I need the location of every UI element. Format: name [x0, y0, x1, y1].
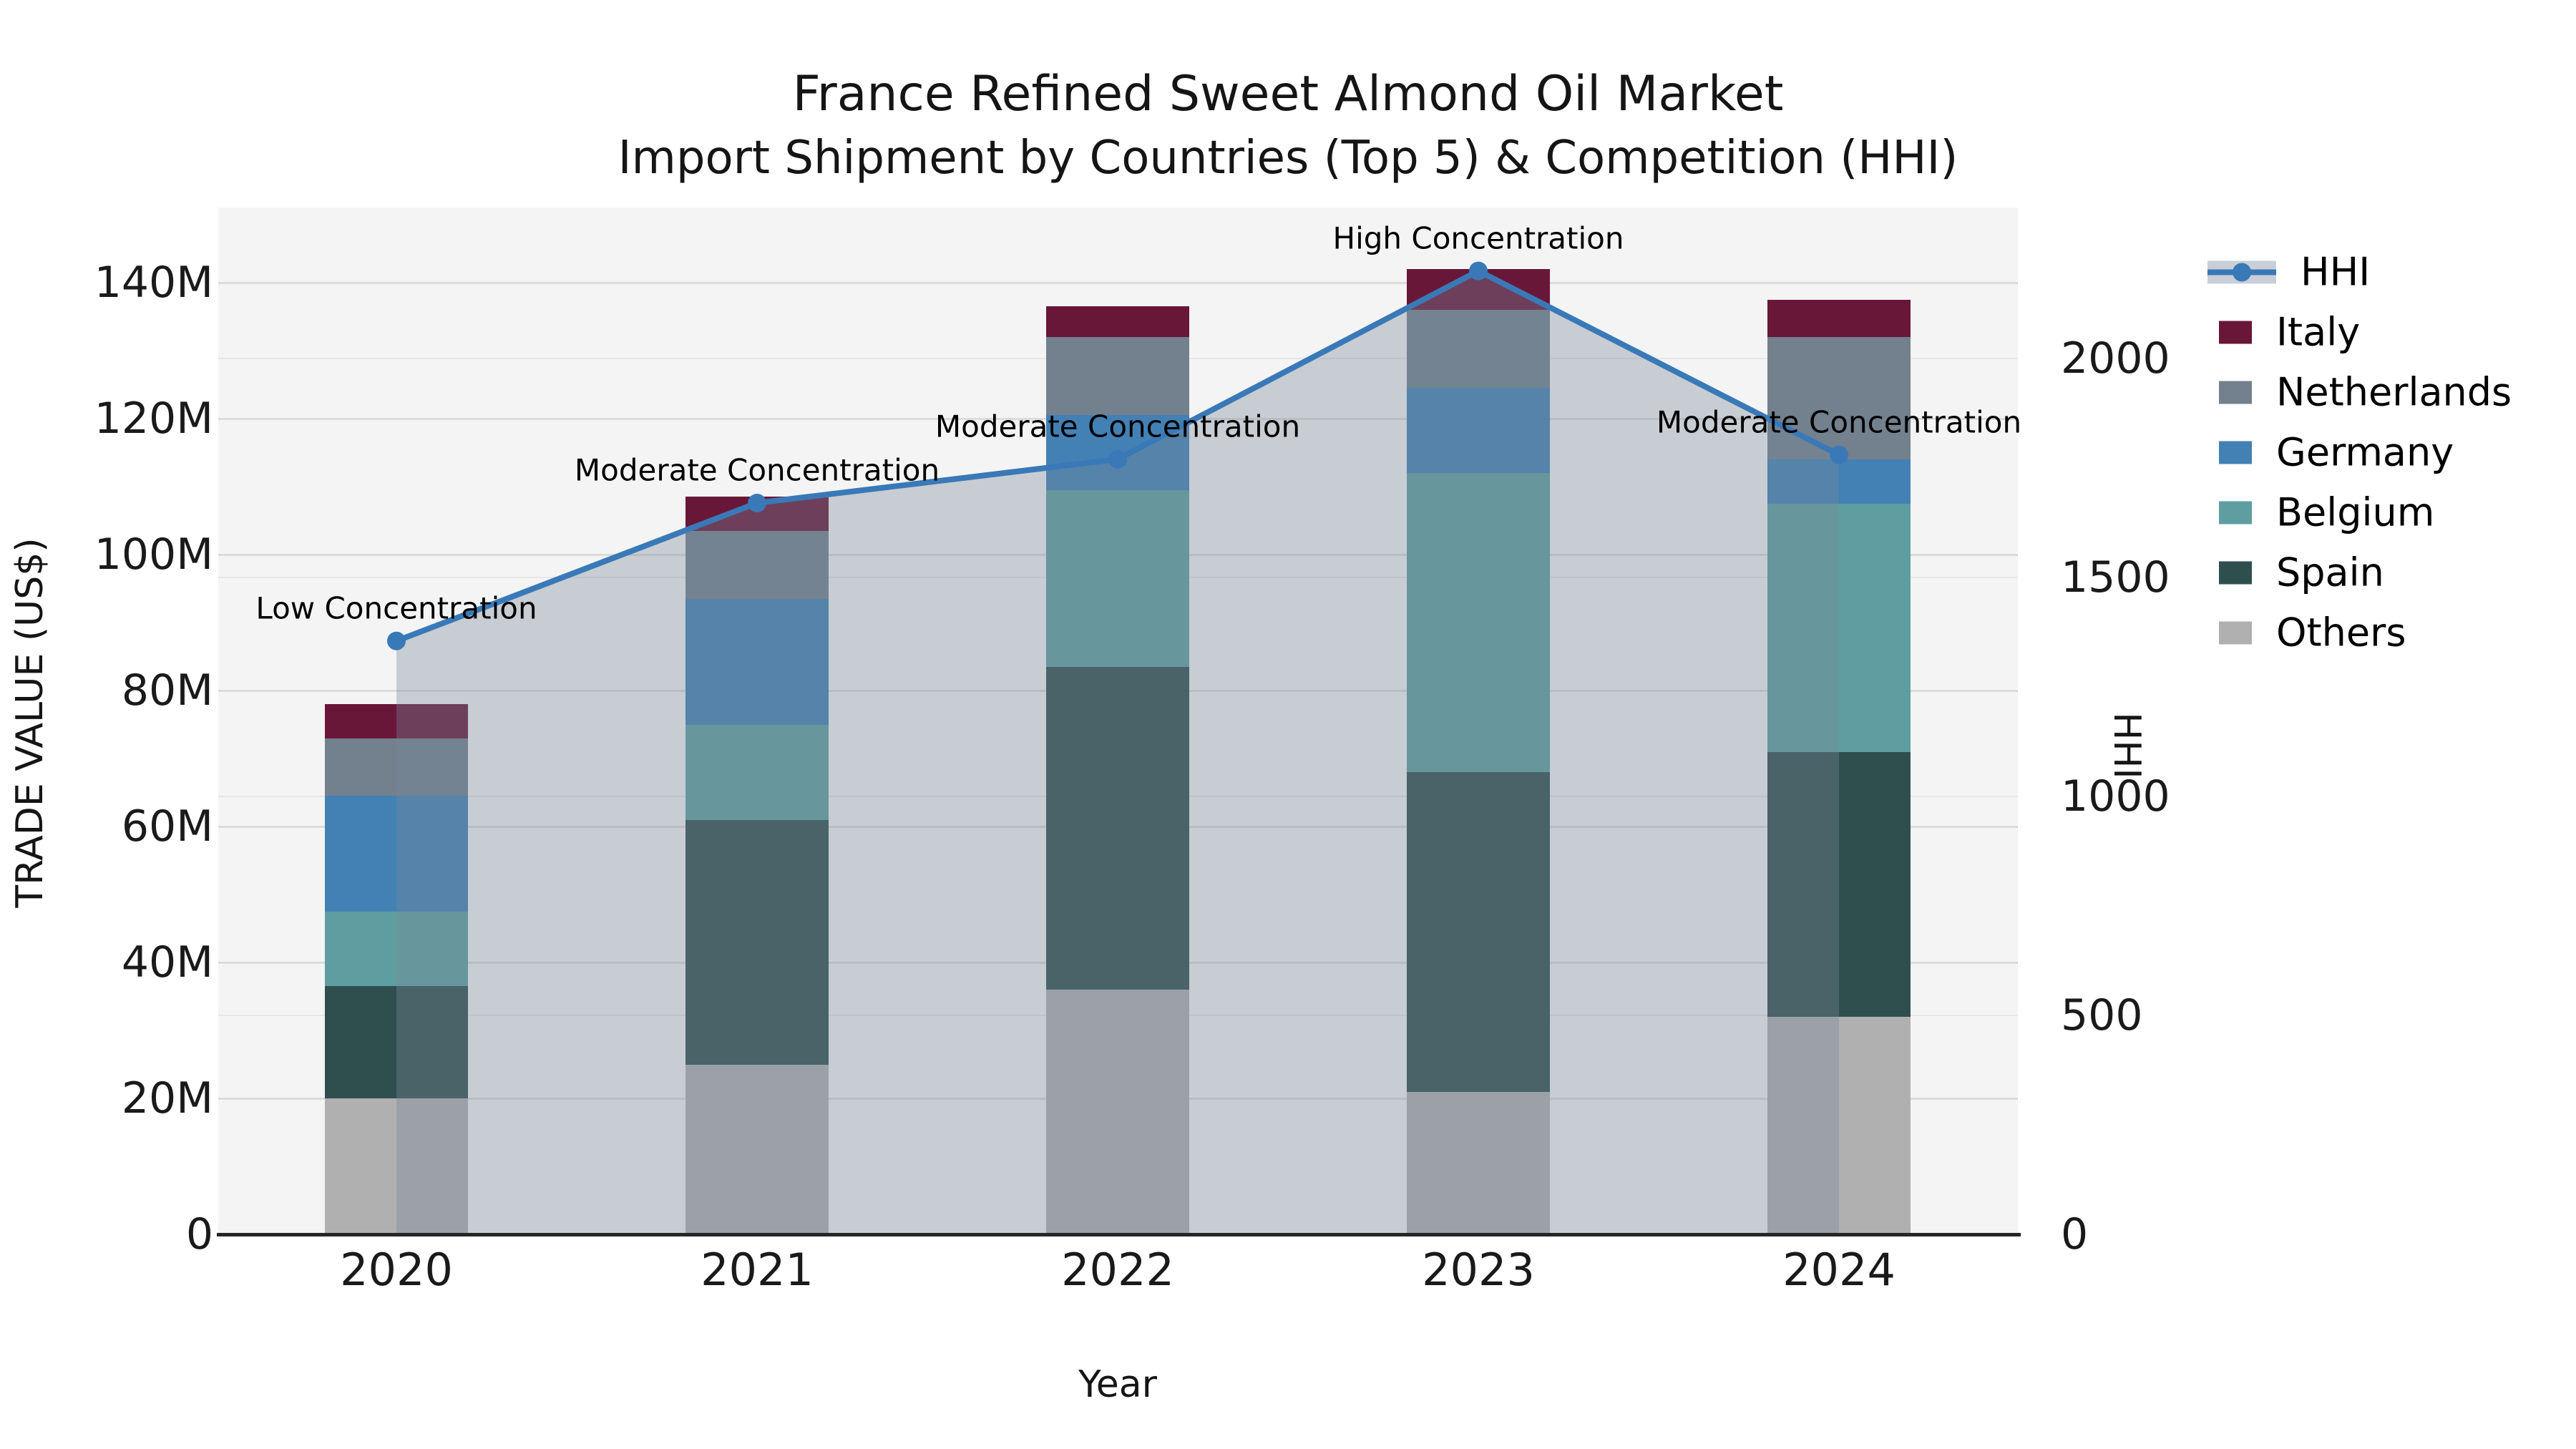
x-tick-2022: 2022 — [1061, 1244, 1174, 1296]
x-tick-2021: 2021 — [701, 1244, 814, 1296]
bar-2023-italy — [1407, 269, 1550, 310]
bar-2022-spain — [1046, 666, 1189, 990]
y-axis-left-title: TRADE VALUE (US$) — [9, 537, 52, 908]
bar-2020-germany — [325, 796, 468, 912]
annotation-2021: Moderate Concentration — [574, 452, 940, 488]
annotation-2022: Moderate Concentration — [935, 409, 1301, 444]
bar-2024-others — [1767, 1017, 1911, 1234]
legend-item-spain: Spain — [2207, 550, 2384, 595]
chart-title-line2: Import Shipment by Countries (Top 5) & C… — [618, 132, 1958, 185]
y-left-tick-100M: 100M — [94, 530, 213, 580]
y-left-tick-40M: 40M — [121, 937, 213, 987]
x-tick-2023: 2023 — [1422, 1244, 1535, 1296]
annotation-2020: Low Concentration — [255, 590, 537, 626]
bar-2020-spain — [325, 986, 468, 1098]
x-axis-line — [217, 1233, 2021, 1236]
y-left-tick-20M: 20M — [121, 1073, 213, 1123]
bar-2020-others — [325, 1098, 468, 1234]
y-right-tick-0: 0 — [2061, 1209, 2089, 1259]
y-left-tick-0: 0 — [185, 1209, 213, 1259]
bar-2024-germany — [1767, 459, 1911, 504]
y-left-tick-60M: 60M — [121, 801, 213, 852]
legend-item-belgium: Belgium — [2207, 490, 2434, 535]
bar-2023-spain — [1407, 772, 1550, 1092]
bar-2022-belgium — [1046, 489, 1189, 667]
bar-2021-netherlands — [686, 530, 829, 599]
bar-2021-spain — [686, 819, 829, 1065]
others-swatch-icon — [2219, 621, 2252, 644]
y-right-tick-2000: 2000 — [2061, 333, 2170, 384]
spain-swatch-icon — [2219, 561, 2252, 584]
y-right-tick-500: 500 — [2061, 990, 2143, 1040]
y-left-tick-120M: 120M — [94, 394, 213, 444]
y-left-tick-140M: 140M — [94, 258, 213, 308]
y-axis-right-title: HHI — [2105, 712, 2148, 779]
bar-2021-germany — [686, 598, 829, 725]
bar-2020-netherlands — [325, 738, 468, 796]
belgium-swatch-icon — [2219, 501, 2252, 524]
legend-item-italy: Italy — [2207, 310, 2360, 355]
legend-label: Others — [2276, 610, 2406, 655]
bar-2022-netherlands — [1046, 337, 1189, 416]
legend-label: Netherlands — [2276, 369, 2512, 415]
x-tick-2020: 2020 — [340, 1244, 453, 1296]
x-axis-title: Year — [1078, 1363, 1158, 1406]
y-right-tick-1000: 1000 — [2061, 771, 2170, 821]
bar-2020-belgium — [325, 911, 468, 987]
legend-label: Spain — [2276, 550, 2384, 595]
legend-label: HHI — [2301, 249, 2371, 295]
hhi-line-swatch-icon — [2207, 260, 2276, 283]
bar-2024-spain — [1767, 751, 1911, 1017]
annotation-2023: High Concentration — [1332, 220, 1624, 256]
netherlands-swatch-icon — [2219, 381, 2252, 404]
legend-item-others: Others — [2207, 610, 2406, 655]
gridline-140M — [218, 281, 2018, 284]
bar-2020-italy — [325, 704, 468, 738]
legend-label: Germany — [2276, 429, 2454, 475]
bar-2022-italy — [1046, 306, 1189, 337]
bar-2021-belgium — [686, 724, 829, 820]
y-left-tick-80M: 80M — [121, 665, 213, 716]
legend-item-netherlands: Netherlands — [2207, 370, 2512, 415]
bar-2023-others — [1407, 1091, 1550, 1234]
x-tick-2024: 2024 — [1782, 1244, 1896, 1296]
legend-item-germany: Germany — [2207, 430, 2454, 475]
germany-swatch-icon — [2219, 441, 2252, 464]
bar-2023-belgium — [1407, 473, 1550, 772]
legend-label: Italy — [2276, 309, 2361, 355]
bar-2024-italy — [1767, 299, 1911, 337]
bar-2024-belgium — [1767, 503, 1911, 752]
legend-item-hhi: HHI — [2207, 250, 2370, 295]
bar-2023-netherlands — [1407, 310, 1550, 389]
annotation-2024: Moderate Concentration — [1656, 404, 2022, 440]
legend-label: Belgium — [2276, 489, 2435, 535]
bar-2022-others — [1046, 990, 1189, 1234]
chart-title-line1: France Refined Sweet Almond Oil Market — [792, 66, 1784, 122]
bar-2021-italy — [686, 497, 829, 531]
bar-2021-others — [686, 1064, 829, 1234]
bar-2023-germany — [1407, 388, 1550, 473]
bar-2024-netherlands — [1767, 337, 1911, 459]
y-right-tick-1500: 1500 — [2061, 552, 2170, 602]
italy-swatch-icon — [2219, 321, 2252, 343]
